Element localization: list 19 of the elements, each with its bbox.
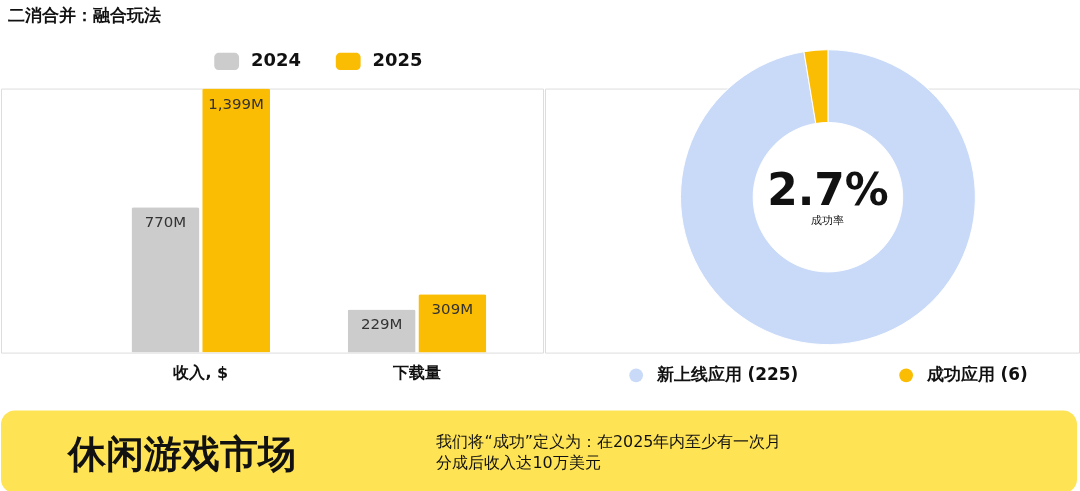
legend-label: 2024 xyxy=(251,49,301,71)
data-label: 1,399M xyxy=(208,94,264,113)
legend-label: 新上线应用 (225) xyxy=(655,364,799,385)
legend-label: 成功应用 (6) xyxy=(925,364,1028,385)
text: 我们将“成功”定义为：在2025年内至少有一次月分成后收入达10万美元 xyxy=(436,431,782,472)
data-label: 229M xyxy=(360,315,403,334)
data-label: 770M xyxy=(144,213,187,232)
text: 成功率 xyxy=(811,214,845,228)
text: 2.7% xyxy=(767,164,889,216)
bar xyxy=(131,207,200,353)
donut-slice xyxy=(679,49,976,345)
x-tick-label: 收入, $ xyxy=(173,363,229,383)
data-label: 309M xyxy=(431,300,474,319)
bar xyxy=(418,294,487,353)
x-tick-label: 下载量 xyxy=(391,363,441,383)
legend-label: 2025 xyxy=(372,49,423,71)
text: 休闲游戏市场 xyxy=(66,431,297,476)
bar xyxy=(202,88,271,353)
chart-title: 二消合并：融合玩法 xyxy=(8,5,162,26)
